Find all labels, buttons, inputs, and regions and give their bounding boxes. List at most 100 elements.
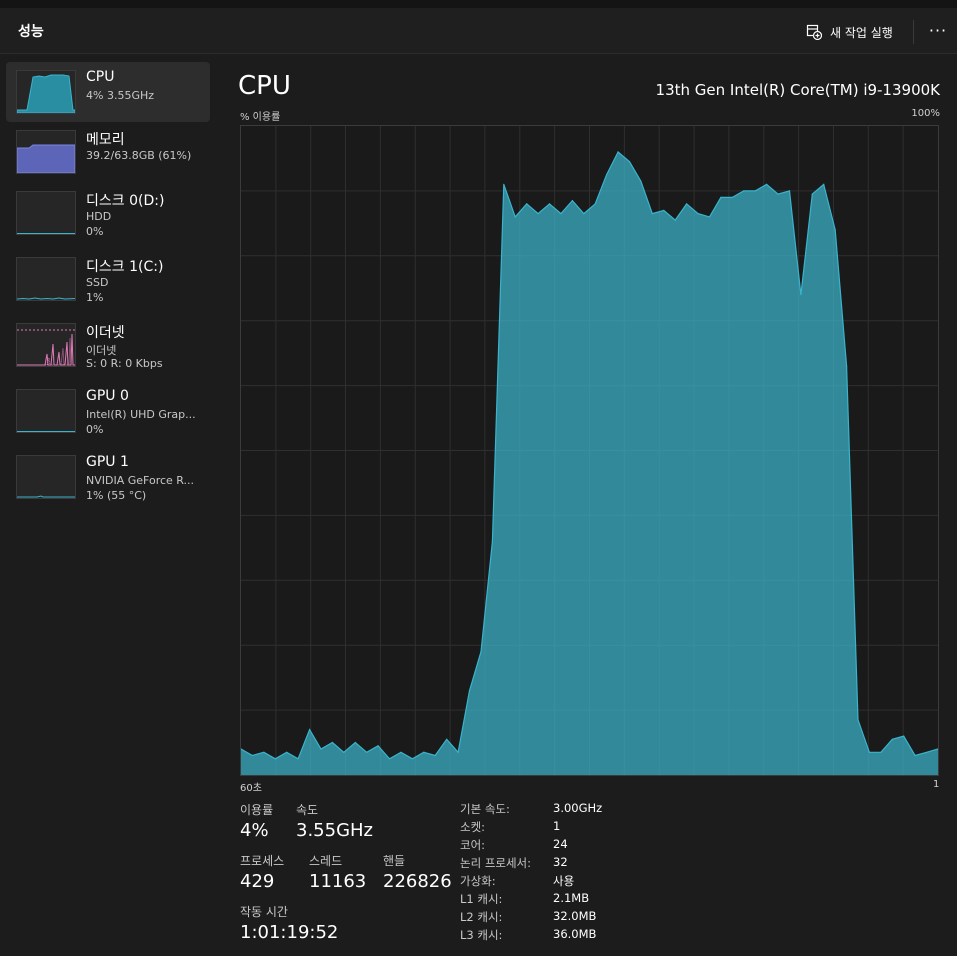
new-task-icon [806,24,822,40]
cpu-usage-point [663,209,665,211]
cpu-usage-point [651,213,653,215]
sidebar-item-gpu-0[interactable]: GPU 0 Intel(R) UHD Grap... 0% [6,381,210,441]
handles-value: 226826 [383,871,452,892]
cpu-usage-point [537,213,539,215]
spec-base-speed-value: 3.00GHz [553,801,603,815]
sidebar-item-ethernet[interactable]: 이더넷 이더넷 S: 0 R: 0 Kbps [6,315,210,375]
cpu-usage-chart [240,125,939,776]
cpu-usage-point [423,751,425,753]
sidebar-item-name: GPU 1 [86,454,129,470]
disk-1-thumbnail-graph [16,257,76,301]
speed-label: 속도 [296,803,319,817]
cpu-usage-point [766,183,768,185]
sidebar-item-type: 이더넷 [86,344,117,357]
spec-l2-cache-label: L2 캐시: [460,910,503,924]
cpu-usage-point [331,741,333,744]
cpu-usage-point [846,365,848,367]
sidebar-item-name: 이더넷 [86,325,125,341]
cpu-usage-point [297,758,299,760]
handles-label: 핸들 [383,854,406,868]
sidebar-item-detail: 4% 3.55GHz [86,89,155,102]
cpu-thumbnail-graph [16,70,76,114]
utilization-value: 4% [240,820,269,841]
sidebar-item-detail: 0% [86,225,104,238]
cpu-usage-point [777,193,779,195]
cpu-usage-point [788,190,791,192]
sidebar-item-name: 디스크 1(C:) [86,259,164,275]
cpu-usage-svg [241,126,938,775]
sidebar-item-memory[interactable]: 메모리 39.2/63.8GB (61%) [6,122,210,182]
cpu-usage-point [491,540,493,542]
sidebar-item-detail: 1% (55 °C) [86,489,147,502]
cpu-usage-point [548,203,551,205]
sidebar-item-name: 디스크 0(D:) [86,193,165,209]
sidebar-item-detail: 0% [86,423,104,436]
spec-l1-cache-value: 2.1MB [553,891,590,905]
cpu-usage-point [686,203,688,205]
speed-value: 3.55GHz [296,820,374,841]
sidebar-item-detail: S: 0 R: 0 Kbps [86,357,163,370]
spec-logical-processors-value: 32 [553,855,568,869]
cpu-usage-point [457,751,459,753]
cpu-usage-point [571,200,573,202]
cpu-usage-point [720,196,722,198]
cpu-usage-point [674,219,676,221]
spec-l3-cache-value: 36.0MB [553,927,597,941]
cpu-usage-point [377,745,379,747]
gpu-1-thumbnail-graph [16,455,76,499]
uptime-value: 1:01:19:52 [240,922,339,943]
cpu-usage-point [914,754,916,757]
sidebar-item-disk-0[interactable]: 디스크 0(D:) HDD 0% [6,183,210,243]
threads-label: 스레드 [309,854,343,868]
spec-l3-cache-label: L3 캐시: [460,928,503,942]
sidebar-item-type: SSD [86,276,109,289]
disk-0-thumbnail-graph [16,191,76,235]
cpu-usage-point [834,229,836,231]
cpu-usage-point [811,193,813,195]
cpu-usage-point [823,183,825,185]
spec-cores-label: 코어: [460,838,486,852]
cpu-usage-point [583,213,585,215]
sidebar-item-type: NVIDIA GeForce R... [86,474,195,487]
cpu-usage-point [468,690,471,692]
cpu-usage-point [388,758,391,760]
cpu-usage-point [926,751,928,753]
new-task-button[interactable]: 새 작업 실행 [806,21,893,43]
sidebar-item-name: 메모리 [86,132,125,148]
uptime-label: 작동 시간 [240,905,288,919]
sidebar-item-gpu-1[interactable]: GPU 1 NVIDIA GeForce R... 1% (55 °C) [6,447,210,507]
cpu-usage-point [754,190,756,192]
title-bar-strip [0,0,957,8]
ethernet-thumbnail-graph [16,323,76,367]
cpu-usage-point [309,729,311,731]
cpu-usage-point [708,216,711,218]
sidebar-item-disk-1[interactable]: 디스크 1(C:) SSD 1% [6,249,210,309]
cpu-usage-line [241,151,938,760]
sidebar-item-cpu[interactable]: CPU 4% 3.55GHz [6,62,210,122]
y-axis-label: % 이용률 [240,112,281,123]
cpu-usage-point [617,151,619,153]
cpu-usage-point [480,651,482,653]
processes-label: 프로세스 [240,854,285,868]
spec-cores-value: 24 [553,837,568,851]
cpu-usage-point [594,203,596,205]
cpu-usage-point [560,213,562,215]
sidebar-item-detail: 39.2/63.8GB (61%) [86,149,192,162]
cpu-usage-point [903,735,905,737]
cpu-usage-point [320,748,322,750]
y-axis-max-label: 100% [911,108,940,119]
cpu-usage-point [937,748,938,750]
cpu-usage-point [697,213,699,215]
sidebar-item-type: Intel(R) UHD Grap... [86,408,196,421]
cpu-usage-point [263,751,265,753]
cpu-usage-point [343,751,345,753]
x-axis-left-label: 60초 [240,783,262,794]
cpu-usage-point [640,180,642,182]
more-options-button[interactable]: ··· [928,21,948,40]
header-divider [913,20,914,44]
cpu-usage-point [514,216,516,218]
sidebar-item-detail: 1% [86,291,104,304]
sidebar-item-type: HDD [86,210,112,223]
cpu-usage-area [241,152,938,775]
spec-l1-cache-label: L1 캐시: [460,892,503,906]
